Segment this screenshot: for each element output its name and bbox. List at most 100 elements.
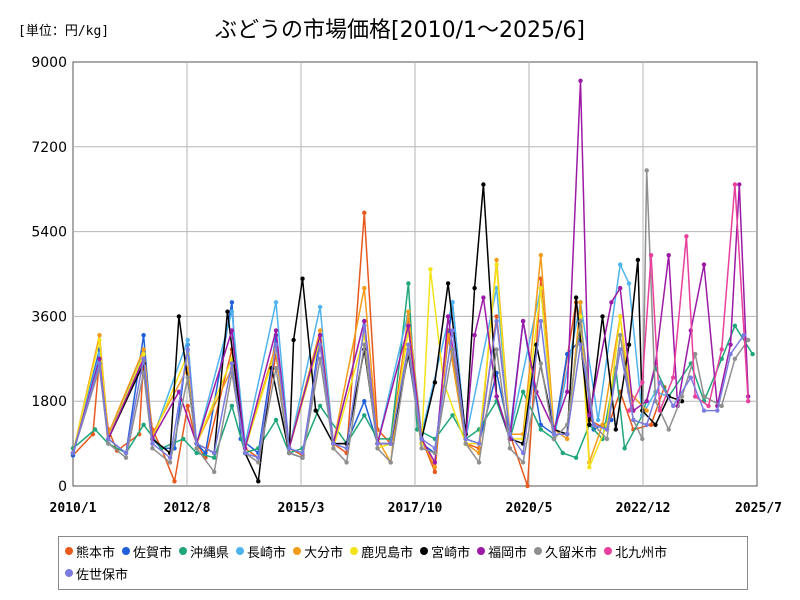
- data-point: [701, 408, 707, 413]
- data-point: [507, 446, 513, 451]
- data-point: [578, 342, 583, 347]
- legend-item: 福岡市: [477, 540, 527, 562]
- data-point: [362, 413, 367, 418]
- chart-title: ぶどうの市場価格[2010/1～2025/6]: [215, 18, 585, 43]
- data-point: [494, 394, 499, 399]
- data-point: [494, 347, 499, 352]
- data-point: [688, 375, 693, 380]
- data-point: [494, 262, 499, 267]
- data-point: [273, 342, 279, 347]
- data-point: [573, 455, 579, 460]
- data-point: [317, 333, 323, 338]
- data-point: [313, 408, 318, 413]
- data-point: [167, 460, 173, 465]
- data-point: [640, 436, 645, 442]
- data-point: [432, 380, 438, 385]
- data-point: [618, 262, 623, 267]
- data-point: [70, 450, 76, 456]
- data-point: [472, 333, 477, 338]
- data-point: [450, 328, 455, 333]
- data-point: [538, 427, 543, 432]
- data-point: [728, 342, 733, 347]
- y-tick-label: 5400: [31, 225, 67, 241]
- data-point: [317, 304, 323, 310]
- x-tick-label: 2022/12: [616, 501, 671, 516]
- legend-marker: [293, 547, 302, 555]
- data-point: [432, 460, 438, 465]
- data-point: [123, 450, 129, 456]
- legend-label: 熊本市: [76, 545, 116, 561]
- data-point: [626, 281, 632, 286]
- data-point: [106, 441, 111, 446]
- data-point: [362, 323, 367, 328]
- data-point: [432, 465, 438, 470]
- data-point: [300, 455, 305, 460]
- data-point: [671, 375, 676, 380]
- data-point: [520, 389, 526, 394]
- data-point: [428, 267, 433, 272]
- data-point: [388, 441, 393, 446]
- data-point: [578, 300, 583, 305]
- data-point: [693, 394, 698, 399]
- data-point: [362, 318, 367, 324]
- legend-item: 熊本市: [65, 540, 115, 562]
- x-tick-label: 2017/10: [388, 501, 443, 516]
- series-10: [70, 318, 746, 460]
- legend-marker: [236, 547, 245, 555]
- data-point: [463, 436, 468, 442]
- data-point: [273, 417, 279, 423]
- series-9: [626, 182, 751, 413]
- legend-marker: [604, 547, 613, 555]
- data-point: [693, 351, 698, 357]
- data-point: [185, 375, 190, 380]
- axis-labels: 0 1800 3600 5400 7200 9000 2010/1 2012/8 2015/3 2…: [31, 55, 782, 516]
- data-point: [472, 285, 477, 291]
- data-point: [728, 351, 733, 357]
- data-point: [362, 285, 367, 291]
- data-point: [565, 432, 570, 437]
- data-point: [317, 403, 323, 409]
- data-point: [256, 479, 261, 484]
- data-point: [719, 347, 724, 352]
- data-point: [406, 281, 411, 286]
- data-point: [648, 253, 654, 258]
- data-point: [719, 356, 724, 361]
- data-point: [644, 422, 649, 427]
- data-point: [419, 436, 424, 442]
- data-point: [194, 450, 199, 456]
- data-point: [97, 333, 102, 338]
- data-point: [419, 446, 424, 451]
- data-point: [626, 342, 632, 347]
- data-point: [362, 399, 367, 404]
- data-point: [185, 337, 190, 343]
- data-point: [256, 455, 261, 460]
- data-point: [273, 328, 279, 333]
- data-point: [300, 276, 305, 281]
- data-point: [203, 450, 208, 456]
- data-point: [406, 342, 411, 347]
- data-point: [229, 328, 235, 333]
- data-point: [476, 441, 482, 446]
- data-point: [273, 366, 279, 371]
- data-point: [591, 422, 596, 427]
- data-point: [737, 182, 742, 187]
- series-line: [72, 263, 669, 454]
- legend-item: 久留米市: [534, 540, 597, 562]
- data-point: [706, 403, 711, 409]
- data-point: [141, 333, 146, 338]
- legend-label: 北九州市: [615, 545, 668, 561]
- data-point: [565, 389, 570, 394]
- data-point: [587, 465, 592, 470]
- data-point: [626, 408, 632, 413]
- y-tick-label: 9000: [31, 55, 67, 71]
- legend-item: 佐世保市: [65, 562, 128, 584]
- legend-marker: [65, 547, 73, 555]
- data-point: [141, 351, 146, 357]
- data-point: [388, 460, 393, 465]
- data-point: [644, 399, 649, 404]
- y-tick-label: 0: [58, 479, 67, 495]
- data-point: [450, 300, 455, 305]
- data-point: [212, 469, 217, 475]
- data-point: [344, 460, 349, 465]
- data-point: [287, 446, 292, 451]
